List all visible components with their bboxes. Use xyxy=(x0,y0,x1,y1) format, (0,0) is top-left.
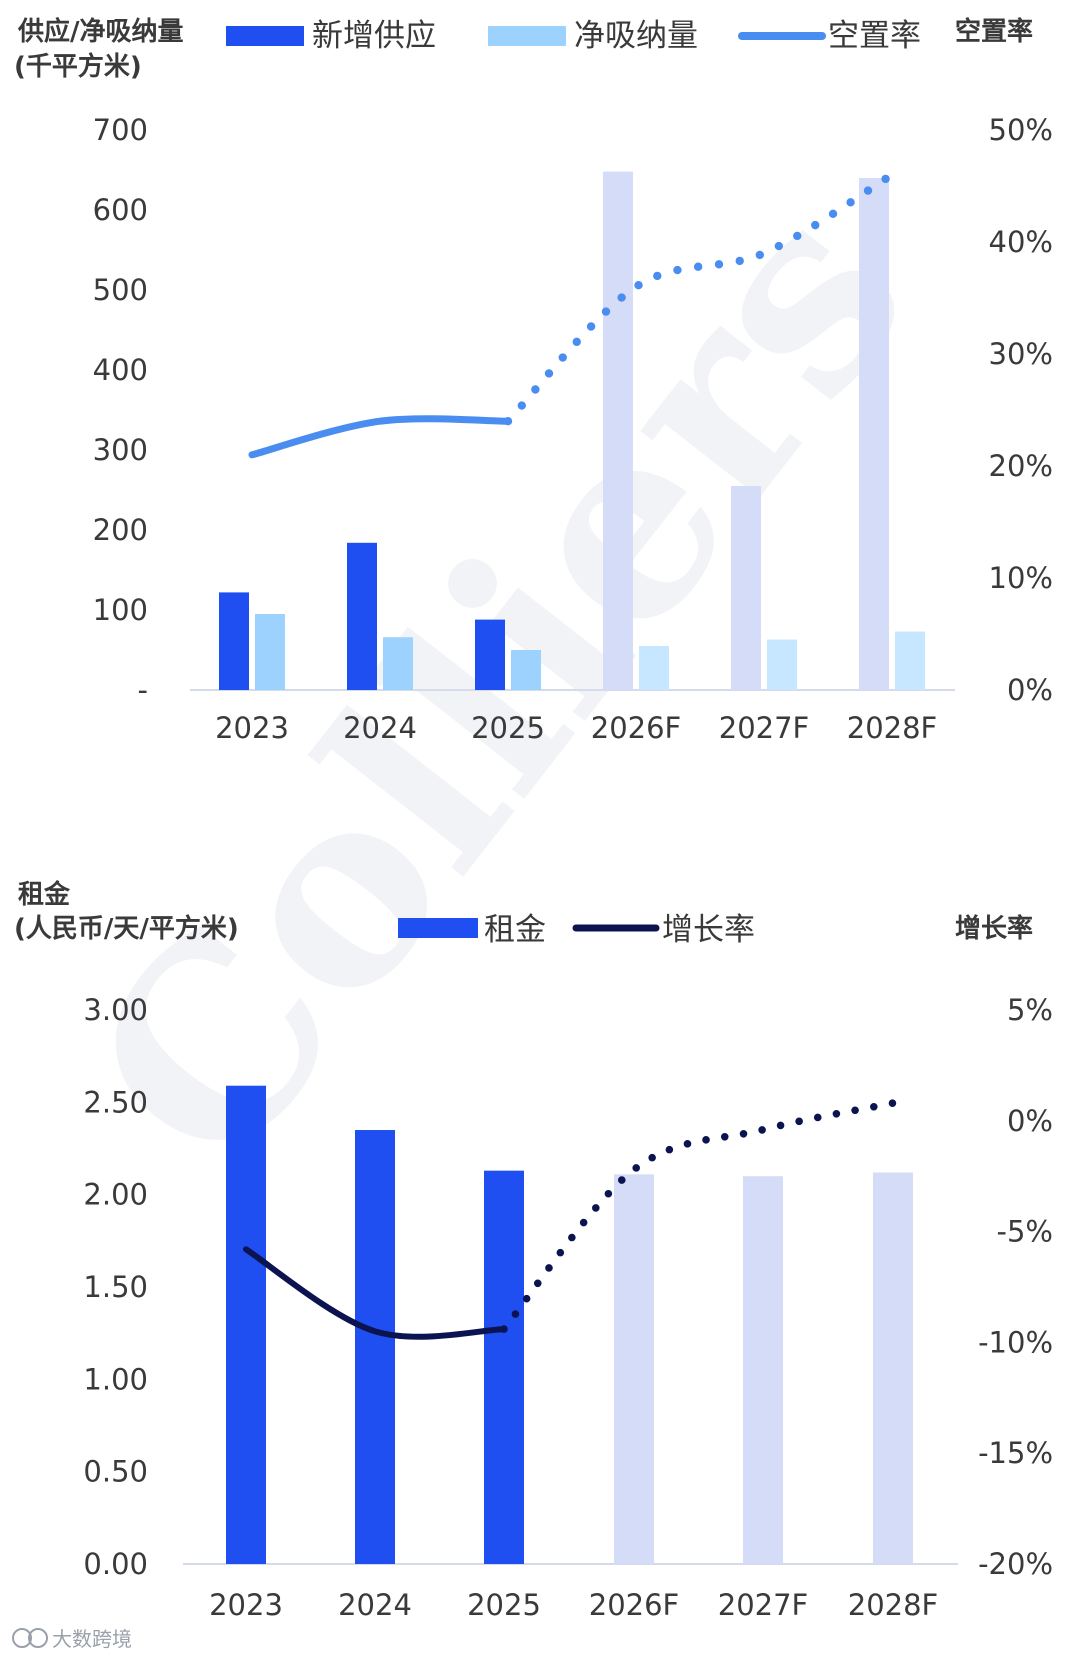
bar-新增供应-2027F xyxy=(731,486,761,690)
right-tick-label: 50% xyxy=(989,113,1053,147)
bar-新增供应-2025 xyxy=(475,619,505,690)
right-tick-label: -15% xyxy=(978,1436,1053,1470)
right-tick-label: 0% xyxy=(1007,673,1053,707)
brand-icon-ring xyxy=(28,1628,48,1648)
left-axis-ticks: - 100 200 300 400 500 600 700 xyxy=(93,113,148,707)
x-category-label: 2028F xyxy=(847,711,937,745)
left-tick-label: 100 xyxy=(93,593,148,627)
left-tick-label: 500 xyxy=(93,273,148,307)
bar-租金-2024 xyxy=(355,1130,395,1564)
legend: 租金 增长率 xyxy=(398,912,755,948)
brand-name: 大数跨境 xyxy=(52,1627,132,1651)
left-tick-label: 3.00 xyxy=(83,993,148,1027)
vacancy-line xyxy=(248,170,897,459)
x-category-label: 2025 xyxy=(471,711,545,745)
left-axis-unit: (千平方米) xyxy=(14,51,142,82)
x-axis-categories: 2023 2024 2025 2026F 2027F 2028F xyxy=(209,1588,938,1622)
growth-line xyxy=(243,1099,897,1340)
left-tick-label: 400 xyxy=(93,353,148,387)
right-axis-ticks: 0% 10% 20% 30% 40% 50% xyxy=(989,113,1053,707)
x-category-label: 2026F xyxy=(591,711,681,745)
right-tick-label: 0% xyxy=(1007,1104,1053,1138)
legend-label-absorption: 净吸纳量 xyxy=(574,18,698,54)
bar-净吸纳量-2024 xyxy=(383,637,413,690)
left-tick-label: 2.50 xyxy=(83,1085,148,1119)
left-tick-label: 1.50 xyxy=(83,1270,148,1304)
bar-租金-2023 xyxy=(226,1085,266,1564)
bar-净吸纳量-2025 xyxy=(511,650,541,690)
x-category-label: 2028F xyxy=(848,1588,938,1622)
bar-净吸纳量-2027F xyxy=(767,639,797,690)
bar-租金-2028F xyxy=(873,1172,913,1564)
left-axis-unit: (人民币/天/平方米) xyxy=(14,913,239,944)
left-tick-label: 2.00 xyxy=(83,1178,148,1212)
left-tick-label: - xyxy=(138,673,148,707)
x-category-label: 2027F xyxy=(719,711,809,745)
right-axis-title: 空置率 xyxy=(955,16,1033,47)
right-axis-ticks: -20% -15% -10% -5% 0% 5% xyxy=(978,993,1053,1581)
x-category-label: 2024 xyxy=(338,1588,412,1622)
right-tick-label: 20% xyxy=(989,449,1053,483)
bars xyxy=(219,171,925,691)
right-tick-label: 10% xyxy=(989,561,1053,595)
right-tick-label: 40% xyxy=(989,225,1053,259)
left-axis-title: 供应/净吸纳量 xyxy=(17,16,184,47)
bar-新增供应-2028F xyxy=(859,178,889,690)
left-tick-label: 1.00 xyxy=(83,1362,148,1396)
left-tick-label: 600 xyxy=(93,193,148,227)
legend-label-supply: 新增供应 xyxy=(312,18,436,54)
left-axis-ticks: 0.00 0.50 1.00 1.50 2.00 2.50 3.00 xyxy=(83,993,148,1581)
x-category-label: 2023 xyxy=(209,1588,283,1622)
supply-absorption-chart: 供应/净吸纳量 (千平方米) 空置率 新增供应 净吸纳量 空置率 - 100 200… xyxy=(14,16,1053,745)
bar-新增供应-2024 xyxy=(347,542,377,690)
bar-租金-2025 xyxy=(484,1170,524,1564)
bar-租金-2026F xyxy=(614,1174,654,1564)
right-axis-title: 增长率 xyxy=(955,913,1033,944)
left-tick-label: 200 xyxy=(93,513,148,547)
bars xyxy=(226,1085,913,1564)
x-category-label: 2024 xyxy=(343,711,417,745)
bar-净吸纳量-2026F xyxy=(639,646,669,690)
x-category-label: 2027F xyxy=(718,1588,808,1622)
left-tick-label: 0.50 xyxy=(83,1455,148,1489)
x-category-label: 2025 xyxy=(467,1588,541,1622)
right-tick-label: -5% xyxy=(997,1215,1053,1249)
brand-icon xyxy=(12,1628,32,1648)
legend-swatch-supply xyxy=(226,26,304,46)
line-forecast-增长率 xyxy=(500,1099,897,1333)
left-axis-title: 租金 xyxy=(18,879,71,910)
legend-label-growth: 增长率 xyxy=(662,912,755,948)
right-tick-label: 30% xyxy=(989,337,1053,371)
legend-label-rent: 租金 xyxy=(484,912,546,948)
line-actual-空置率 xyxy=(248,415,512,459)
left-tick-label: 300 xyxy=(93,433,148,467)
legend: 新增供应 净吸纳量 空置率 xyxy=(226,18,921,54)
bar-新增供应-2026F xyxy=(603,171,633,691)
x-category-label: 2023 xyxy=(215,711,289,745)
rent-chart: 租金 (人民币/天/平方米) 增长率 租金 增长率 0.00 0.50 1.00 1.… xyxy=(14,879,1053,1622)
left-tick-label: 0.00 xyxy=(83,1547,148,1581)
bar-净吸纳量-2028F xyxy=(895,631,925,690)
legend-swatch-rent xyxy=(398,918,478,938)
bar-净吸纳量-2023 xyxy=(255,614,285,690)
legend-swatch-absorption xyxy=(488,26,566,46)
footer-brand: 大数跨境 xyxy=(12,1627,132,1651)
right-tick-label: -20% xyxy=(978,1547,1053,1581)
bar-租金-2027F xyxy=(743,1176,783,1564)
line-forecast-空置率 xyxy=(503,170,897,426)
line-actual-增长率 xyxy=(243,1246,507,1340)
left-tick-label: 700 xyxy=(93,113,148,147)
legend-label-vacancy: 空置率 xyxy=(828,18,921,54)
right-tick-label: 5% xyxy=(1007,993,1053,1027)
right-tick-label: -10% xyxy=(978,1325,1053,1359)
x-category-label: 2026F xyxy=(589,1588,679,1622)
x-axis-categories: 2023 2024 2025 2026F 2027F 2028F xyxy=(215,711,937,745)
bar-新增供应-2023 xyxy=(219,592,249,690)
